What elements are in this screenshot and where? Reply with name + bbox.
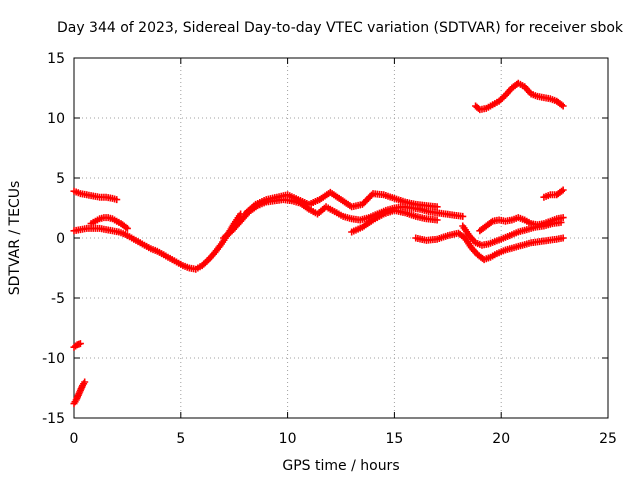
x-tick-label: 5 — [176, 431, 185, 447]
series-arc-i — [476, 214, 567, 235]
series-arc-j — [472, 79, 567, 114]
data-point — [81, 378, 89, 386]
axis-ticks: 0 5 10 15 20 25 15 10 5 0 -5 -10 -15 — [42, 51, 617, 447]
y-tick-label: 5 — [56, 171, 65, 187]
y-tick-label: -10 — [42, 351, 65, 367]
y-tick-label: -5 — [51, 291, 65, 307]
y-tick-label: 10 — [47, 111, 65, 127]
data-points — [70, 79, 567, 408]
data-point — [559, 234, 567, 242]
series-arc-c — [87, 214, 131, 232]
y-tick-label: 0 — [56, 231, 65, 247]
series-arc-l — [70, 340, 84, 351]
data-point — [559, 186, 567, 194]
data-point — [559, 102, 567, 110]
grid — [74, 58, 608, 418]
data-point — [113, 196, 121, 204]
data-point — [433, 216, 441, 224]
x-tick-label: 25 — [599, 431, 617, 447]
x-tick-label: 20 — [492, 431, 510, 447]
x-tick-label: 0 — [70, 431, 79, 447]
series-arc-a — [70, 187, 121, 204]
data-point — [459, 212, 467, 220]
chart-title: Day 344 of 2023, Sidereal Day-to-day VTE… — [57, 20, 624, 36]
series-arc-e — [241, 188, 441, 218]
data-point — [76, 340, 84, 348]
series-arc-g — [412, 229, 567, 264]
x-tick-label: 15 — [385, 431, 403, 447]
series-arc-b — [70, 210, 245, 273]
series-arc-f — [348, 206, 441, 236]
series-arc-k — [540, 186, 567, 201]
x-axis-label: GPS time / hours — [282, 458, 399, 474]
y-tick-label: 15 — [47, 51, 65, 67]
y-axis-label: SDTVAR / TECUs — [7, 181, 23, 296]
series-arc-m — [70, 378, 89, 408]
data-point — [433, 203, 441, 211]
x-tick-label: 10 — [279, 431, 297, 447]
data-point — [559, 214, 567, 222]
y-tick-label: -15 — [42, 411, 65, 427]
data-point — [123, 224, 131, 232]
